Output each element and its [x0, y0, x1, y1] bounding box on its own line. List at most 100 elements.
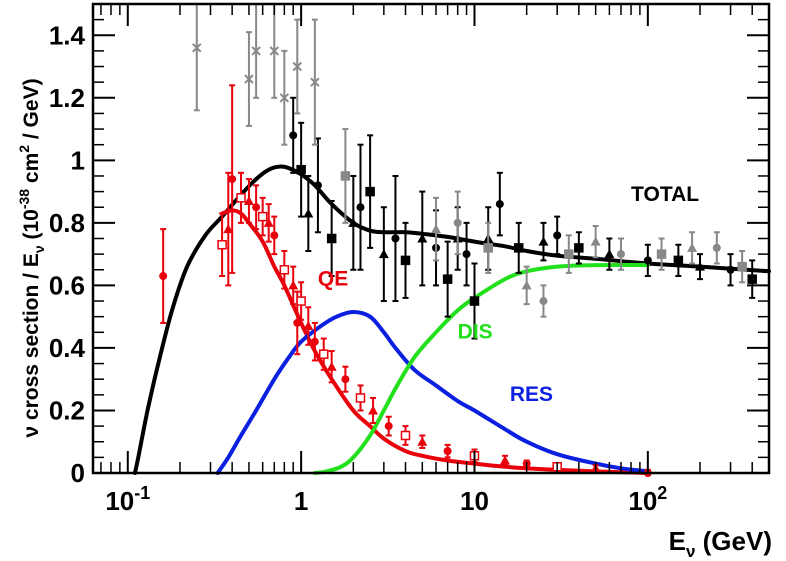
y-tick-label: 0.4	[49, 333, 86, 363]
gray-data-point	[483, 243, 493, 253]
y-tick-label: 1.4	[49, 20, 86, 50]
red-data-point	[500, 455, 511, 465]
label-qe: QE	[318, 267, 348, 290]
black-data-point	[391, 234, 400, 243]
gray-data-point	[340, 171, 351, 181]
y-tick-label: 1	[71, 145, 85, 175]
red-data-point	[310, 337, 319, 346]
gray-data-point	[521, 280, 532, 290]
red-data-point	[296, 296, 306, 306]
red-data-point	[368, 405, 379, 415]
gray-data-point	[292, 61, 302, 72]
label-total: TOTAL	[631, 183, 699, 206]
red-data-point	[318, 349, 329, 359]
black-data-point	[604, 249, 615, 259]
gray-data-point	[590, 236, 601, 246]
red-data-point	[236, 193, 246, 203]
gray-data-point	[192, 43, 202, 53]
gray-data-point	[564, 249, 574, 259]
gray-data-point	[310, 77, 320, 87]
black-data-point	[303, 208, 314, 218]
black-data-point	[673, 255, 684, 266]
red-data-point	[341, 375, 350, 384]
black-data-point	[417, 233, 428, 243]
x-axis-title: Eν (GeV)	[669, 526, 772, 561]
red-data-point	[355, 393, 366, 403]
curve-res	[215, 310, 650, 475]
black-data-point	[442, 274, 453, 284]
y-tick-label: 0	[71, 458, 85, 488]
label-res: RES	[510, 383, 553, 406]
black-data-point	[378, 249, 389, 259]
curve-qe	[220, 208, 650, 475]
black-data-point	[513, 243, 524, 253]
red-data-point	[279, 265, 290, 275]
data-points-layer	[159, 3, 757, 477]
black-data-point	[356, 203, 365, 212]
black-data-point	[553, 231, 562, 240]
black-data-point	[695, 261, 706, 271]
gray-data-point	[687, 242, 698, 252]
red-data-point	[400, 430, 411, 441]
red-data-point	[293, 318, 302, 327]
black-data-point	[365, 186, 375, 197]
plot-frame	[91, 2, 771, 475]
red-data-point	[223, 224, 234, 234]
gray-data-point	[712, 243, 721, 252]
gray-data-point	[279, 93, 290, 103]
gray-data-point	[539, 297, 548, 306]
gray-data-point	[737, 261, 747, 272]
red-data-point	[384, 422, 393, 431]
y-axis-title: ν cross section / Eν (10-38 cm2 / GeV)	[16, 78, 47, 437]
gray-data-point	[269, 46, 279, 56]
axes-layer: 0 0.2 0.4 0.6 0.8 1 1.2 1.4 10-1 1 10 102	[49, 4, 770, 516]
red-data-point	[303, 321, 314, 331]
black-data-point	[495, 200, 504, 209]
x-tick-label: 102	[628, 483, 667, 516]
red-data-point	[270, 231, 279, 240]
black-data-point	[538, 236, 549, 246]
black-data-point	[400, 255, 411, 266]
black-data-point	[643, 256, 652, 265]
black-data-point	[289, 131, 298, 140]
x-tick-label: 10-1	[105, 483, 150, 516]
black-data-point	[296, 164, 306, 175]
black-data-point	[574, 243, 584, 253]
y-tick-label: 1.2	[49, 83, 85, 113]
black-data-point	[747, 274, 757, 284]
gray-data-point	[244, 74, 254, 84]
red-data-point	[257, 211, 268, 222]
red-data-point	[417, 436, 428, 446]
annotations-layer: TOTAL QE DIS RES	[318, 183, 699, 406]
gray-data-point	[453, 218, 462, 227]
gray-data-point	[656, 249, 667, 259]
curves-layer	[133, 164, 771, 475]
black-data-point	[348, 217, 359, 227]
red-data-point	[326, 361, 337, 371]
gray-data-point	[251, 46, 261, 56]
y-tick-label: 0.8	[49, 208, 85, 238]
x-tick-label: 10	[460, 486, 489, 516]
gray-data-point	[431, 224, 442, 234]
gray-data-point	[616, 250, 625, 259]
y-tick-label: 0.6	[49, 270, 85, 300]
black-data-point	[326, 233, 337, 244]
black-data-point	[313, 181, 322, 190]
red-data-point	[243, 195, 254, 205]
red-data-point	[252, 203, 261, 212]
red-data-point	[288, 280, 299, 290]
black-data-point	[726, 265, 735, 274]
red-data-point	[228, 175, 237, 184]
red-data-point	[263, 217, 274, 227]
label-dis: DIS	[458, 321, 493, 344]
red-data-point	[443, 447, 452, 456]
curve-total	[133, 164, 771, 475]
red-data-point	[217, 240, 227, 250]
black-data-point	[469, 296, 480, 306]
curve-dis	[312, 262, 650, 475]
y-tick-label: 0.2	[49, 395, 85, 425]
black-data-point	[462, 250, 471, 259]
x-tick-label: 1	[294, 486, 308, 516]
red-data-point	[159, 272, 168, 281]
